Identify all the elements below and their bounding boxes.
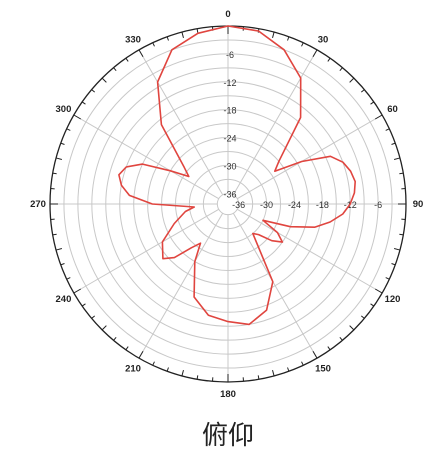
- radial-tick-label: -12: [223, 78, 236, 88]
- grid-spoke: [138, 212, 224, 359]
- angular-tick: [312, 350, 318, 359]
- angular-tick: [360, 315, 365, 319]
- angular-tick: [327, 346, 331, 351]
- angular-tick: [125, 57, 129, 62]
- angular-tick: [349, 325, 355, 331]
- angular-tick: [312, 49, 318, 58]
- angular-tick: [301, 42, 304, 47]
- angular-tick: [91, 315, 96, 319]
- chart-caption: 俯仰: [202, 421, 254, 450]
- angular-tick: [113, 336, 117, 341]
- angular-tick: [81, 101, 86, 105]
- angular-tick: [196, 28, 199, 33]
- grid-spoke: [73, 208, 220, 294]
- angular-tick: [60, 142, 65, 145]
- grid-spoke: [73, 114, 220, 200]
- angular-tick: [374, 114, 383, 120]
- angular-tick: [138, 49, 144, 58]
- angular-tick: [113, 67, 117, 72]
- radial-tick-label: -36: [223, 189, 236, 199]
- angular-tick: [101, 77, 107, 83]
- angular-tick: [81, 303, 86, 307]
- angular-tick: [287, 36, 290, 41]
- angular-tick: [101, 325, 107, 331]
- grid-spoke: [138, 49, 224, 196]
- angular-tick: [257, 375, 260, 380]
- angle-label: 240: [56, 294, 72, 305]
- angular-tick: [181, 370, 184, 377]
- angular-tick: [52, 172, 57, 175]
- pattern-trace: [118, 25, 356, 326]
- angular-tick: [60, 263, 65, 266]
- angle-label: 270: [30, 199, 46, 210]
- angular-tick: [287, 367, 290, 372]
- angle-label: 330: [125, 34, 141, 45]
- angular-tick: [66, 277, 71, 280]
- angular-tick: [370, 303, 375, 307]
- angular-tick: [125, 346, 129, 351]
- angular-tick: [399, 172, 404, 175]
- angular-tick: [349, 77, 355, 83]
- radial-tick-label: -24: [223, 134, 236, 144]
- angular-tick: [166, 367, 169, 372]
- angular-tick: [55, 248, 62, 251]
- angular-tick: [91, 89, 96, 93]
- angle-labels: 0 30 60 90 120 150 180 210 240 270 300 330: [30, 9, 423, 400]
- angular-tick: [360, 89, 365, 93]
- angular-tick: [339, 336, 343, 341]
- angular-tick: [138, 350, 144, 359]
- grid-spoke: [236, 114, 383, 200]
- angular-tick: [152, 42, 155, 47]
- angular-tick: [272, 31, 275, 38]
- angle-label: 30: [318, 34, 329, 45]
- radial-tick-label: -30: [223, 161, 236, 171]
- angular-tick: [52, 233, 57, 236]
- angle-label: 150: [315, 364, 331, 375]
- grid-spoke: [236, 208, 383, 294]
- angular-tick: [385, 128, 390, 131]
- angular-tick: [196, 375, 199, 380]
- radial-tick-label: -18: [223, 106, 236, 116]
- angle-label: 90: [413, 199, 424, 210]
- angular-tick: [399, 233, 404, 236]
- angular-tick: [394, 248, 401, 251]
- angular-tick: [66, 128, 71, 131]
- angular-tick: [374, 288, 383, 294]
- radial-tick-label: -18: [316, 200, 329, 210]
- radial-tick-label: -6: [374, 200, 382, 210]
- angular-tick: [339, 67, 343, 72]
- radial-tick-label: -36: [232, 200, 245, 210]
- angular-tick: [327, 57, 331, 62]
- angular-tick: [181, 31, 184, 38]
- angle-label: 120: [385, 294, 401, 305]
- angle-label: 180: [220, 389, 236, 400]
- angular-tick: [272, 370, 275, 377]
- angular-tick: [55, 157, 62, 160]
- angular-tick: [301, 361, 304, 366]
- radial-tick-label: -24: [288, 200, 301, 210]
- angle-label: 0: [225, 9, 230, 20]
- angular-tick: [166, 36, 169, 41]
- angular-tick: [385, 277, 390, 280]
- angular-ticks: [50, 26, 406, 382]
- grid-spoke: [232, 49, 318, 196]
- series-line: [118, 25, 356, 326]
- angular-tick: [73, 288, 82, 294]
- angular-tick: [73, 114, 82, 120]
- radial-tick-label: -30: [260, 200, 273, 210]
- angle-label: 60: [387, 104, 398, 115]
- angular-tick: [391, 263, 396, 266]
- angular-tick: [391, 142, 396, 145]
- angle-label: 300: [56, 104, 72, 115]
- radial-tick-label: -6: [226, 50, 234, 60]
- angular-tick: [152, 361, 155, 366]
- angular-tick: [394, 157, 401, 160]
- grid-spoke: [232, 212, 318, 359]
- angle-label: 210: [125, 364, 141, 375]
- angular-tick: [370, 101, 375, 105]
